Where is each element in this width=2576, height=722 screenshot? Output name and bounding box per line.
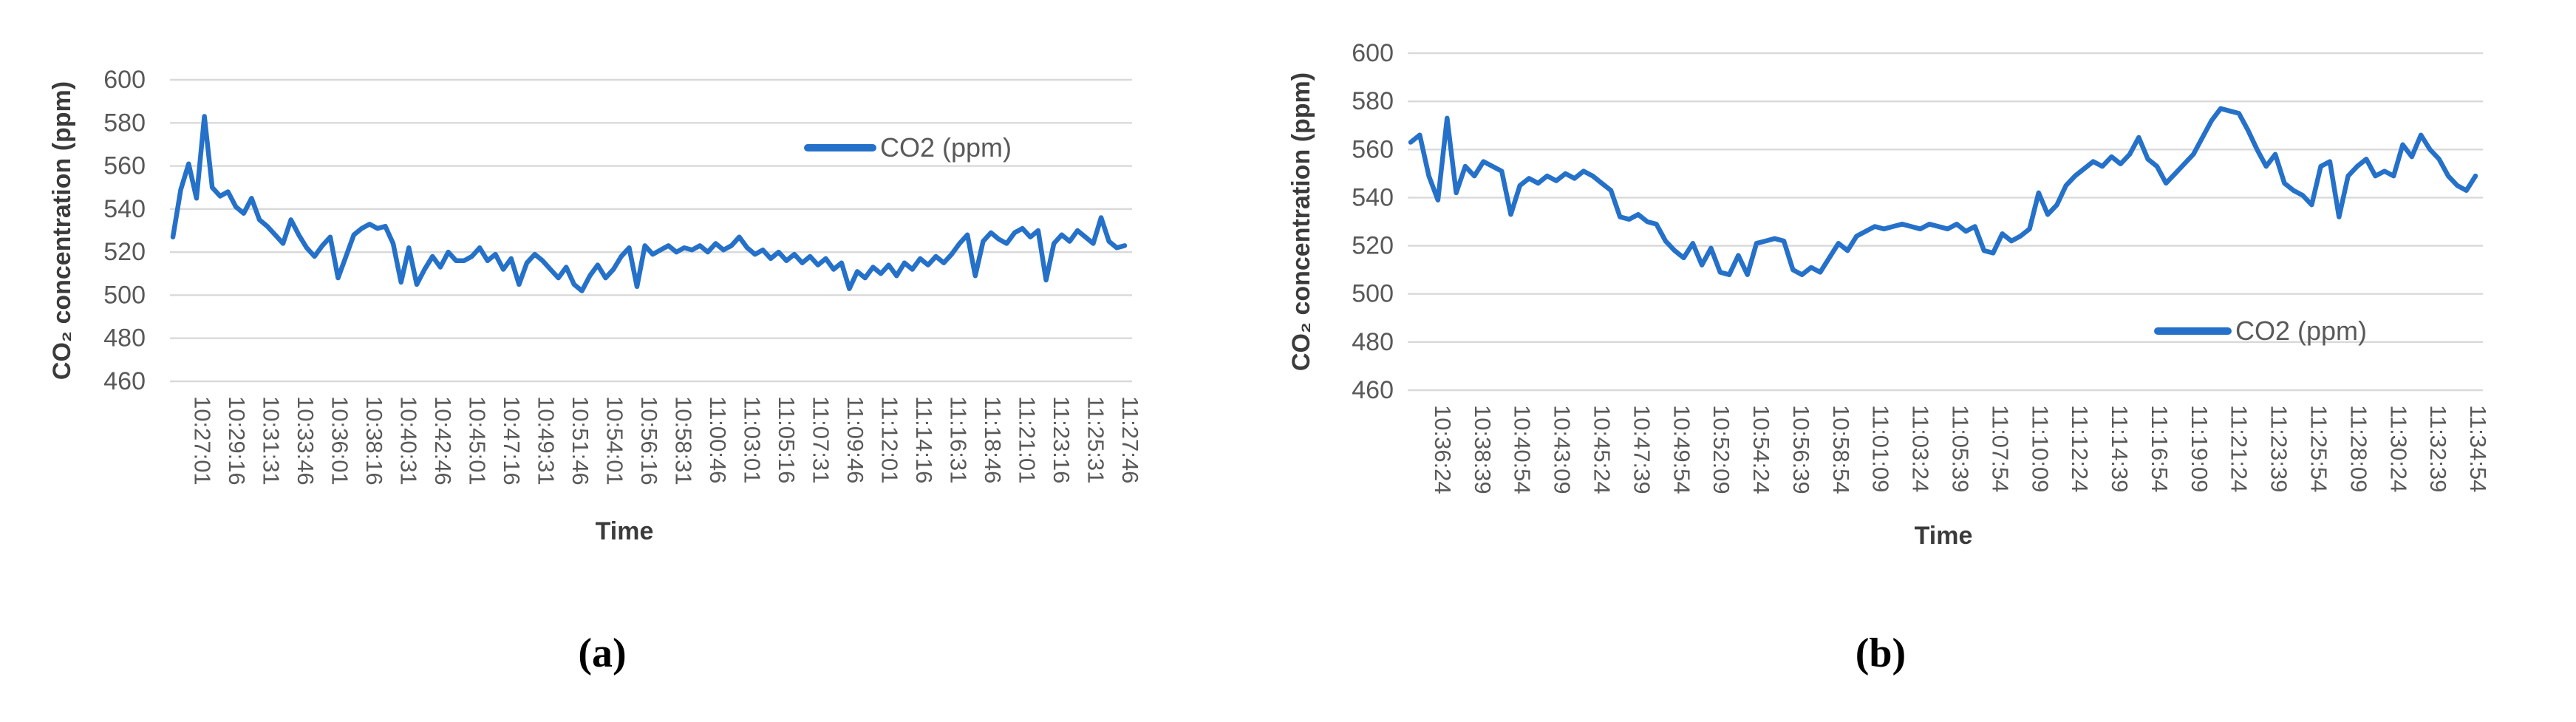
x-tick-label: 10:54:01 xyxy=(602,396,627,486)
x-tick-label: 10:47:16 xyxy=(499,396,525,486)
x-tick-label: 10:38:39 xyxy=(1470,405,1496,494)
y-axis-title: CO₂ concentration (ppm) xyxy=(1287,72,1315,371)
x-tick-label: 10:31:31 xyxy=(258,396,284,486)
x-tick-label: 10:54:24 xyxy=(1748,405,1774,494)
chart-a: 600 580 560 540 520 500 480 460 CO₂ concentratio… xyxy=(48,66,1143,545)
x-tick-label: 11:03:24 xyxy=(1908,405,1934,492)
y-tick-label: 480 xyxy=(103,324,146,353)
y-tick-label: 600 xyxy=(103,66,146,94)
x-tick-label: 11:28:09 xyxy=(2345,405,2371,492)
x-tick-label: 10:47:39 xyxy=(1629,405,1655,494)
x-tick-label: 10:45:24 xyxy=(1589,405,1615,494)
x-tick-label: 11:03:01 xyxy=(739,396,765,483)
caption-a: (a) xyxy=(578,630,627,676)
x-tick-label: 11:07:31 xyxy=(808,396,834,483)
x-tick-label: 10:51:46 xyxy=(568,396,593,486)
x-tick-label: 10:36:01 xyxy=(327,396,352,486)
y-tick-label: 540 xyxy=(103,195,146,223)
x-tick-label: 11:14:16 xyxy=(911,396,937,483)
x-tick-label: 10:58:31 xyxy=(670,396,696,486)
x-tick-label: 11:30:24 xyxy=(2385,405,2411,492)
legend-label: CO2 (ppm) xyxy=(880,132,1012,163)
x-tick-label: 10:49:54 xyxy=(1669,405,1694,494)
x-tick-label: 11:16:31 xyxy=(945,396,971,483)
y-tick-label: 560 xyxy=(1352,135,1394,163)
x-tick-label: 10:40:31 xyxy=(395,396,421,486)
x-tick-label: 11:07:54 xyxy=(1987,405,2013,492)
x-tick-label: 11:19:09 xyxy=(2187,405,2212,492)
x-tick-label: 10:27:01 xyxy=(189,396,215,486)
y-tick-label: 520 xyxy=(1352,232,1394,260)
x-tick-label: 10:52:09 xyxy=(1708,405,1734,494)
legend-label: CO2 (ppm) xyxy=(2235,316,2367,346)
x-tick-label: 10:56:39 xyxy=(1788,405,1814,494)
x-tick-label: 10:49:31 xyxy=(533,396,559,486)
y-tick-label: 500 xyxy=(1352,280,1394,308)
y-tick-label: 580 xyxy=(103,109,146,137)
x-tick-label: 11:12:01 xyxy=(876,396,902,483)
x-tick-label: 11:05:16 xyxy=(774,396,800,483)
x-tick-label: 11:01:09 xyxy=(1868,405,1894,492)
y-tick-label: 500 xyxy=(103,281,146,309)
x-tick-label: 11:21:01 xyxy=(1014,396,1040,483)
x-tick-label: 10:29:16 xyxy=(224,396,250,486)
x-tick-label: 11:00:46 xyxy=(705,396,731,483)
x-tick-label: 11:09:46 xyxy=(842,396,868,483)
x-axis-title: Time xyxy=(596,517,654,545)
co2-series-line xyxy=(170,114,1128,293)
y-tick-label: 460 xyxy=(103,367,146,395)
x-tick-label: 10:42:46 xyxy=(430,396,456,486)
x-axis-title: Time xyxy=(1915,522,1973,550)
y-tick-label: 560 xyxy=(103,152,146,180)
x-tick-label: 11:23:39 xyxy=(2266,405,2292,492)
x-tick-label: 11:32:39 xyxy=(2425,405,2451,492)
y-tick-label: 540 xyxy=(1352,183,1394,211)
x-tick-label: 11:10:09 xyxy=(2027,405,2053,492)
x-tick-label: 11:16:54 xyxy=(2147,405,2173,492)
x-tick-label: 11:27:46 xyxy=(1117,396,1143,483)
y-tick-label: 520 xyxy=(103,238,146,266)
x-tick-label: 10:33:46 xyxy=(293,396,318,486)
x-tick-label: 10:45:01 xyxy=(464,396,490,486)
y-tick-label: 580 xyxy=(1352,87,1394,115)
x-tick-label: 11:34:54 xyxy=(2465,405,2491,492)
x-tick-label: 11:18:46 xyxy=(980,396,1006,483)
x-tick-label: 11:21:24 xyxy=(2226,405,2252,492)
x-tick-label: 11:12:24 xyxy=(2067,405,2093,492)
x-tick-label: 11:05:39 xyxy=(1948,405,1974,492)
co2-series-line xyxy=(1408,106,2478,277)
x-tick-label: 11:25:54 xyxy=(2306,405,2332,492)
x-tick-label: 10:43:09 xyxy=(1550,405,1575,494)
chart-b: 600 580 560 540 520 500 480 460 CO₂ concentratio… xyxy=(1287,39,2491,550)
x-tick-label: 10:38:16 xyxy=(361,396,387,486)
y-tick-label: 600 xyxy=(1352,39,1394,67)
y-tick-label: 480 xyxy=(1352,328,1394,356)
y-tick-label: 460 xyxy=(1352,376,1394,404)
x-tick-label: 11:23:16 xyxy=(1049,396,1074,483)
caption-b: (b) xyxy=(1855,630,1907,676)
x-tick-label: 10:56:16 xyxy=(636,396,662,486)
x-tick-label: 10:40:54 xyxy=(1510,405,1536,494)
x-tick-label: 10:58:54 xyxy=(1828,405,1854,494)
y-axis-title: CO₂ concentration (ppm) xyxy=(48,81,76,380)
x-tick-label: 11:25:31 xyxy=(1083,396,1108,483)
x-tick-label: 10:36:24 xyxy=(1430,405,1456,494)
x-tick-label: 11:14:39 xyxy=(2107,405,2133,492)
